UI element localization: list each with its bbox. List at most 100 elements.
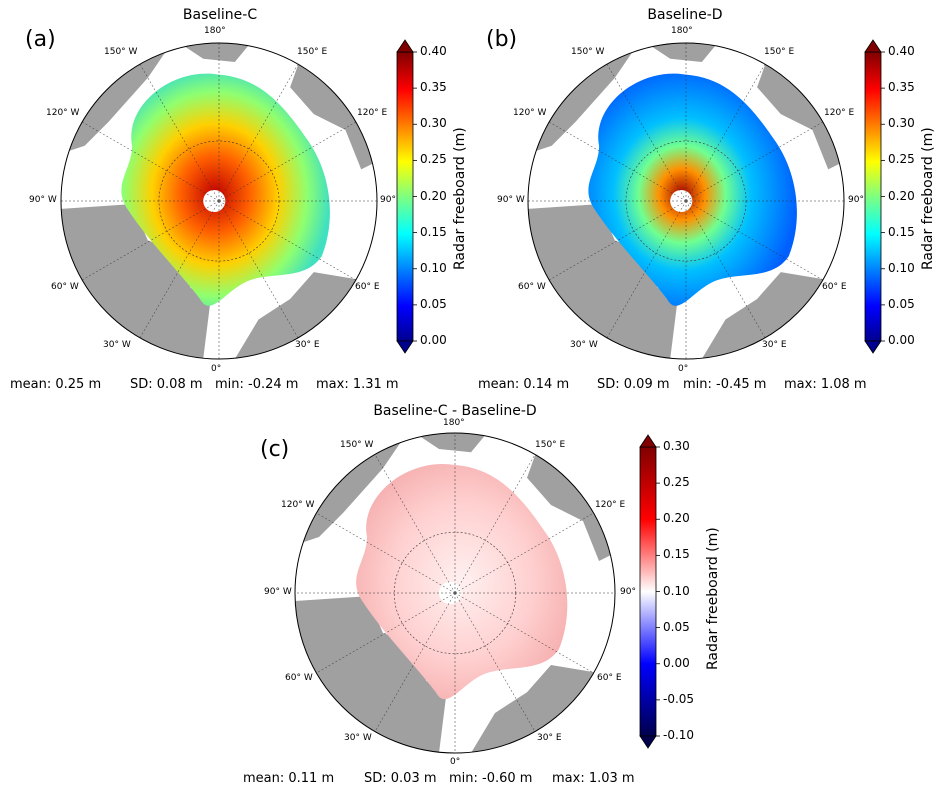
meridian-c-11: [454, 512, 594, 594]
lon-label-c-0: 0°: [450, 757, 461, 767]
land-c-4: [415, 433, 487, 453]
colorbar-tick-label-a-8: 0.00: [420, 333, 447, 347]
colorbar-tick-label-b-4: 0.20: [888, 188, 915, 203]
lon-label-c-60e: 60° E: [597, 673, 622, 683]
colorbar-tick-label-b-8: 0.00: [888, 333, 915, 347]
meridian-c-7: [316, 512, 456, 594]
lon-label-a-180: 180°: [204, 26, 226, 36]
lon-label-c-120w: 120° W: [281, 500, 315, 510]
panel-label-c: (c): [260, 437, 290, 462]
meridian-c-4: [374, 592, 456, 732]
colorbar-tick-label-c-1: 0.25: [663, 475, 690, 490]
colorbar-tick-label-c-6: 0.00: [663, 655, 690, 670]
stat-min-a: min: -0.24 m: [215, 377, 299, 392]
map-outline-b: [527, 42, 845, 360]
lon-label-a-150w: 150° W: [104, 47, 138, 57]
colorbar-tick-label-c-4: 0.10: [663, 583, 690, 598]
map-outline-c: [294, 432, 616, 754]
colorbar-extend-bottom-b: [864, 340, 882, 354]
lon-label-b-30e: 30° E: [762, 340, 787, 350]
colorbar-extend-top-c: [639, 434, 657, 448]
lon-label-c-180: 180°: [443, 418, 465, 428]
colorbar-c: [639, 446, 657, 737]
colorbar-tick-label-c-7: -0.05: [663, 691, 695, 706]
lon-label-a-90e: 90°: [380, 195, 396, 205]
lon-label-b-150w: 150° W: [571, 47, 605, 57]
lon-label-c-120e: 120° E: [595, 500, 626, 510]
lon-label-c-150w: 150° W: [340, 440, 374, 450]
lon-label-a-120w: 120° W: [46, 108, 80, 118]
stat-mean-b: mean: 0.14 m: [478, 377, 570, 392]
colorbar-label-a: Radar freeboard (m): [452, 127, 468, 270]
colorbar-tick-label-a-2: 0.30: [420, 116, 447, 131]
meridian-c-10: [454, 454, 536, 594]
lon-label-b-60w: 60° W: [518, 282, 546, 292]
lon-label-b-90e: 90°: [848, 195, 864, 205]
lon-label-a-60e: 60° E: [355, 282, 380, 292]
land-a-4: [179, 43, 251, 62]
lon-label-a-0: 0°: [211, 364, 222, 374]
lon-label-b-120e: 120° E: [824, 108, 855, 118]
colorbar-tick-label-c-2: 0.20: [663, 511, 690, 526]
parallel-a: [158, 140, 280, 262]
lon-label-c-150e: 150° E: [535, 440, 566, 450]
lon-label-b-30w: 30° W: [570, 340, 598, 350]
lon-label-b-0: 0°: [678, 364, 689, 374]
panel-title-b: Baseline-D: [647, 7, 723, 23]
colorbar-a: [396, 51, 414, 342]
lon-label-c-30w: 30° W: [344, 733, 372, 743]
panel-label-b: (b): [486, 27, 518, 52]
lon-label-c-30e: 30° E: [537, 733, 562, 743]
stat-min-b: min: -0.45 m: [683, 377, 767, 392]
polar-map-b: [528, 43, 844, 359]
stat-max-c: max: 1.03 m: [552, 771, 635, 786]
stat-sd-b: SD: 0.09 m: [597, 377, 670, 392]
stat-max-b: max: 1.08 m: [784, 377, 867, 392]
stat-mean-c: mean: 0.11 m: [243, 771, 335, 786]
map-outline-a: [60, 42, 378, 360]
land-b-4: [646, 43, 718, 62]
colorbar-extend-bottom-a: [396, 340, 414, 354]
parallel-c: [393, 531, 517, 655]
colorbar-tick-label-c-3: 0.15: [663, 547, 690, 562]
lon-label-a-90w: 90° W: [29, 195, 57, 205]
polar-map-a: [61, 43, 377, 359]
lon-label-b-60e: 60° E: [822, 282, 847, 292]
lon-label-a-120e: 120° E: [357, 108, 388, 118]
lon-label-c-60w: 60° W: [285, 673, 313, 683]
polar-map-c: [295, 433, 615, 753]
meridian-c-2: [454, 592, 536, 732]
colorbar-label-b: Radar freeboard (m): [920, 127, 936, 270]
colorbar-tick-label-b-3: 0.25: [888, 152, 915, 167]
colorbar-tick-label-a-0: 0.40: [420, 44, 447, 58]
lon-label-a-60w: 60° W: [51, 282, 79, 292]
lon-label-c-90e: 90°: [620, 587, 636, 597]
stat-sd-c: SD: 0.03 m: [364, 771, 437, 786]
colorbar-tick-label-b-7: 0.05: [888, 296, 915, 311]
colorbar-tick-label-a-3: 0.25: [420, 152, 447, 167]
colorbar-tick-label-b-5: 0.15: [888, 224, 915, 239]
meridian-c-1: [454, 592, 594, 674]
meridian-c-5: [316, 592, 456, 674]
colorbar-tick-label-b-0: 0.40: [888, 44, 915, 58]
stat-mean-a: mean: 0.25 m: [10, 377, 102, 392]
panel-label-a: (a): [25, 27, 56, 52]
lon-label-b-180: 180°: [671, 26, 693, 36]
colorbar-tick-label-a-1: 0.35: [420, 80, 447, 95]
stat-min-c: min: -0.60 m: [449, 771, 533, 786]
colorbar-tick-label-b-1: 0.35: [888, 80, 915, 95]
lon-label-a-30w: 30° W: [103, 340, 131, 350]
colorbar-extend-bottom-c: [639, 735, 657, 749]
meridian-c-8: [374, 454, 456, 594]
lon-label-b-90w: 90° W: [497, 195, 525, 205]
panel-title-a: Baseline-C: [182, 7, 258, 23]
lon-label-c-90w: 90° W: [264, 587, 292, 597]
colorbar-extend-top-b: [864, 39, 882, 53]
colorbar-label-c: Radar freeboard (m): [705, 527, 721, 670]
stat-sd-a: SD: 0.08 m: [130, 377, 203, 392]
lon-label-b-120w: 120° W: [513, 108, 547, 118]
colorbar-tick-label-c-5: 0.05: [663, 619, 690, 634]
colorbar-tick-label-b-6: 0.10: [888, 260, 915, 275]
colorbar-tick-label-a-5: 0.15: [420, 224, 447, 239]
